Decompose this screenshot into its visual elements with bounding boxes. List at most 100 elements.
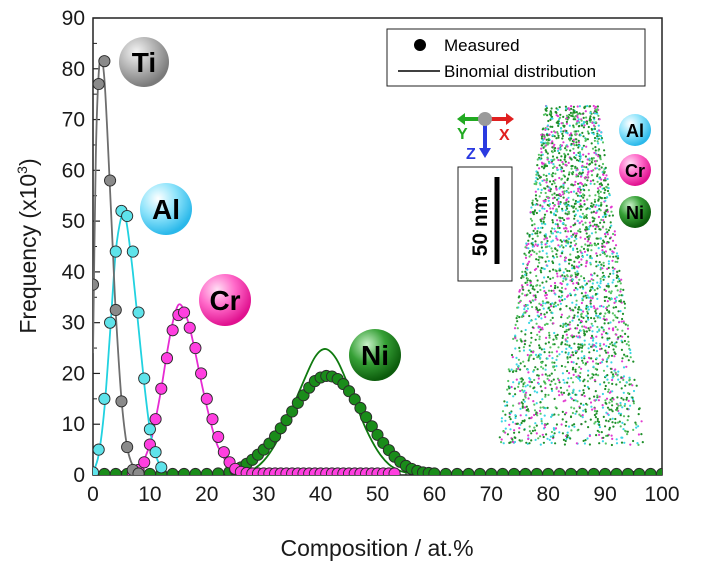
atom-dot <box>581 255 585 258</box>
atom-dot <box>526 384 529 387</box>
al-measured-point <box>93 443 105 456</box>
atom-dot <box>609 342 612 346</box>
atom-dot <box>632 439 635 443</box>
atom-dot <box>559 308 562 311</box>
atom-dot <box>570 137 573 140</box>
atom-dot <box>533 378 536 382</box>
atom-dot <box>597 198 600 201</box>
atom-dot <box>609 418 612 421</box>
atom-dot <box>564 365 567 368</box>
atom-dot <box>573 232 576 235</box>
atom-dot <box>568 259 571 262</box>
atom-dot <box>514 347 517 350</box>
atom-dot <box>523 420 526 423</box>
atom-dot <box>577 144 581 147</box>
atom-dot <box>619 300 622 303</box>
atom-dot <box>570 354 573 357</box>
atom-dot <box>514 393 517 396</box>
atom-dot <box>607 262 611 265</box>
atom-dot <box>554 334 557 337</box>
atom-dot <box>554 442 557 445</box>
ni-measured-point <box>348 393 361 406</box>
atom-dot <box>607 275 610 278</box>
atom-dot <box>526 283 529 286</box>
atom-dot <box>599 185 602 188</box>
atom-dot <box>580 319 583 323</box>
atom-dot <box>603 318 607 321</box>
atom-dot <box>523 428 526 431</box>
atom-dot <box>604 235 607 238</box>
atom-dot <box>578 228 582 231</box>
atom-dot <box>538 195 541 198</box>
atom-dot <box>595 223 598 226</box>
atom-dot <box>597 149 600 152</box>
atom-dot <box>557 346 560 349</box>
atom-dot <box>611 281 614 284</box>
atom-dot <box>589 118 592 121</box>
atom-dot <box>573 294 577 297</box>
atom-dot <box>611 421 614 424</box>
atom-dot <box>576 273 579 277</box>
atom-dot <box>599 361 602 364</box>
atom-dot <box>544 260 547 263</box>
atom-dot <box>564 322 567 325</box>
atom-dot <box>553 135 556 138</box>
atom-dot <box>607 187 610 190</box>
svg-text:Cr: Cr <box>209 285 240 316</box>
atom-dot <box>572 184 575 187</box>
atom-dot <box>583 325 586 328</box>
svg-text:Ni: Ni <box>626 203 644 223</box>
atom-dot <box>546 264 549 267</box>
atom-dot <box>577 255 581 258</box>
atom-dot <box>560 341 563 344</box>
atom-dot <box>545 297 548 300</box>
atom-dot <box>581 325 584 328</box>
atom-dot <box>614 260 617 263</box>
atom-dot <box>543 323 547 326</box>
atom-dot <box>562 221 565 225</box>
atom-dot <box>598 395 601 398</box>
atom-dot <box>543 216 546 219</box>
atom-dot <box>575 141 578 144</box>
atom-dot <box>526 262 530 265</box>
atom-dot <box>565 190 568 193</box>
atom-dot <box>622 300 626 303</box>
atom-dot <box>508 387 511 390</box>
atom-dot <box>546 322 549 326</box>
atom-dot <box>622 366 626 369</box>
atom-dot <box>584 362 588 365</box>
atom-dot <box>547 119 550 123</box>
atom-dot <box>557 147 560 150</box>
y-tick-label: 50 <box>62 210 85 233</box>
atom-dot <box>580 356 583 359</box>
atom-dot <box>549 383 552 386</box>
atom-dot <box>596 137 599 140</box>
atom-dot <box>566 145 569 148</box>
atom-dot <box>553 192 556 195</box>
atom-dot <box>575 410 578 413</box>
atom-dot <box>636 442 639 445</box>
atom-dot <box>594 160 597 163</box>
atom-dot <box>536 244 539 247</box>
atom-dot <box>578 346 582 349</box>
atom-dot <box>626 419 629 422</box>
atom-dot <box>526 368 529 371</box>
legend-binomial-label: Binomial distribution <box>444 62 596 81</box>
atom-dot <box>512 337 515 340</box>
atom-dot <box>600 201 603 204</box>
cr-label-ball: Cr <box>199 274 251 326</box>
atom-dot <box>540 191 543 194</box>
atom-dot <box>574 199 578 203</box>
atom-dot <box>517 367 520 370</box>
atom-dot <box>598 305 602 308</box>
atom-dot <box>548 270 551 273</box>
atom-dot <box>572 248 575 252</box>
atom-dot <box>611 396 614 400</box>
atom-dot <box>559 275 562 278</box>
atom-dot <box>629 443 632 446</box>
atom-dot <box>594 163 597 166</box>
atom-dot <box>574 202 577 205</box>
atom-dot <box>547 393 550 397</box>
atom-dot <box>599 221 602 224</box>
cr-measured-point <box>388 467 401 475</box>
